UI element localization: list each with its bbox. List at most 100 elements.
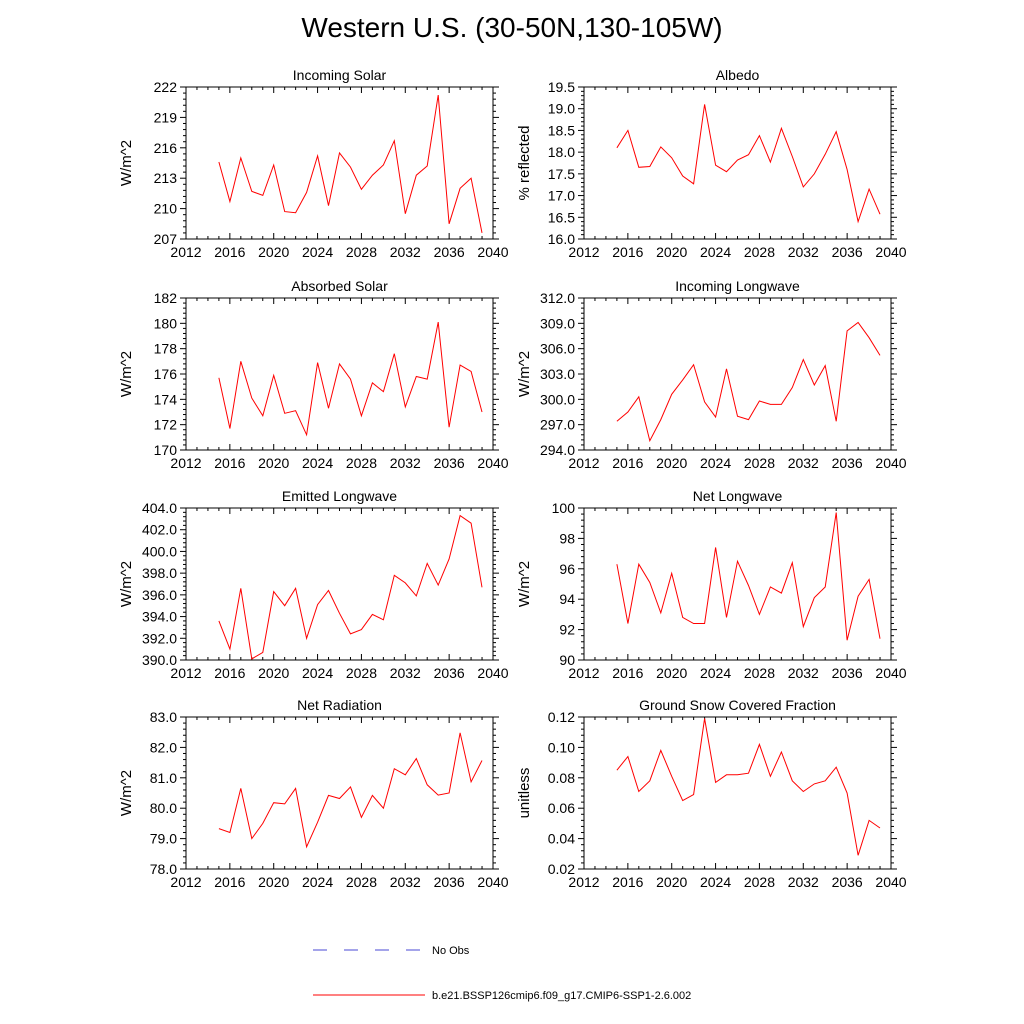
x-tick-label: 2020 [258, 455, 289, 471]
y-tick-label: 300.0 [540, 391, 575, 407]
panel-title: Absorbed Solar [291, 278, 388, 294]
x-tick-label: 2024 [302, 874, 333, 890]
y-tick-label: 392.0 [142, 630, 177, 646]
y-tick-label: 222 [154, 79, 178, 95]
chart-panel-4: Incoming Longwave W/m^2 2012 2016 2020 2024 20… [516, 278, 907, 471]
y-tick-label: 390.0 [142, 652, 177, 668]
y-axis-label: W/m^2 [118, 351, 135, 397]
y-tick-label: 207 [154, 231, 178, 247]
x-tick-label: 2012 [170, 455, 201, 471]
plot-frame [583, 716, 892, 870]
y-tick-label: 309.0 [540, 315, 575, 331]
x-tick-label: 2020 [258, 874, 289, 890]
x-tick-label: 2028 [346, 665, 377, 681]
x-tick-label: 2012 [568, 244, 599, 260]
y-tick-label: 92 [559, 622, 575, 638]
x-tick-label: 2016 [612, 244, 643, 260]
x-tick-label: 2016 [214, 665, 245, 681]
y-axis-label: unitless [516, 768, 533, 819]
plot-frame [185, 297, 494, 451]
y-tick-label: 80.0 [150, 800, 177, 816]
y-tick-label: 81.0 [150, 770, 177, 786]
y-axis-label: W/m^2 [118, 140, 135, 186]
x-tick-label: 2032 [788, 665, 819, 681]
x-tick-label: 2040 [477, 874, 508, 890]
y-tick-label: 182 [154, 290, 178, 306]
x-tick-label: 2020 [656, 455, 687, 471]
y-tick-label: 0.04 [548, 831, 575, 847]
x-tick-label: 2032 [390, 874, 421, 890]
panel-title: Net Radiation [297, 697, 382, 713]
chart-panel-5: Emitted Longwave W/m^2 2012 2016 2020 2024 202… [118, 488, 509, 681]
x-tick-label: 2020 [258, 244, 289, 260]
x-tick-label: 2020 [656, 874, 687, 890]
x-tick-label: 2036 [832, 244, 863, 260]
y-tick-label: 17.0 [548, 188, 575, 204]
y-tick-label: 176 [154, 366, 178, 382]
x-tick-label: 2016 [214, 244, 245, 260]
panel-title: Net Longwave [693, 488, 783, 504]
y-tick-label: 82.0 [150, 739, 177, 755]
series-line [218, 322, 483, 437]
y-tick-label: 394.0 [142, 609, 177, 625]
y-tick-label: 0.12 [548, 709, 575, 725]
x-tick-label: 2040 [477, 244, 508, 260]
x-tick-label: 2028 [346, 455, 377, 471]
x-tick-label: 2036 [434, 874, 465, 890]
y-tick-label: 78.0 [150, 861, 177, 877]
series-line [616, 321, 881, 443]
panel-title: Incoming Longwave [675, 278, 800, 294]
y-axis-label: % reflected [516, 125, 533, 200]
x-tick-label: 2016 [214, 874, 245, 890]
chart-panel-2: Albedo % reflected 2012 2016 2020 2024 2028 203… [516, 67, 907, 260]
y-tick-label: 404.0 [142, 500, 177, 516]
y-tick-label: 18.0 [548, 144, 575, 160]
series-line [218, 732, 483, 849]
chart-panel-8: Ground Snow Covered Fraction unitless 2012… [516, 697, 907, 890]
y-tick-label: 94 [559, 591, 575, 607]
figure-title: Western U.S. (30-50N,130-105W) [301, 12, 723, 43]
y-tick-label: 0.06 [548, 800, 575, 816]
x-tick-label: 2016 [612, 874, 643, 890]
panel-title: Ground Snow Covered Fraction [639, 697, 836, 713]
plot-frame [583, 507, 892, 661]
y-tick-label: 219 [154, 109, 178, 125]
y-tick-label: 303.0 [540, 366, 575, 382]
x-tick-label: 2028 [346, 244, 377, 260]
x-tick-label: 2032 [390, 665, 421, 681]
x-tick-label: 2032 [788, 244, 819, 260]
chart-panel-1: Incoming Solar W/m^2 2012 2016 2020 2024 2028 2… [118, 67, 509, 260]
x-tick-label: 2036 [434, 665, 465, 681]
x-tick-label: 2036 [434, 455, 465, 471]
y-tick-label: 0.10 [548, 739, 575, 755]
y-tick-label: 312.0 [540, 290, 575, 306]
x-tick-label: 2032 [788, 874, 819, 890]
x-tick-label: 2024 [700, 244, 731, 260]
y-tick-label: 0.08 [548, 770, 575, 786]
y-tick-label: 18.5 [548, 122, 575, 138]
y-tick-label: 98 [559, 530, 575, 546]
panel-title: Albedo [716, 67, 760, 83]
x-tick-label: 2032 [390, 244, 421, 260]
y-tick-label: 398.0 [142, 565, 177, 581]
y-tick-label: 16.5 [548, 209, 575, 225]
x-tick-label: 2016 [214, 455, 245, 471]
y-tick-label: 210 [154, 201, 178, 217]
x-tick-label: 2012 [170, 244, 201, 260]
chart-panel-7: Net Radiation W/m^2 2012 2016 2020 2024 2028 20… [118, 697, 509, 890]
y-tick-label: 17.5 [548, 166, 575, 182]
x-tick-label: 2020 [258, 665, 289, 681]
y-tick-label: 19.0 [548, 101, 575, 117]
series-line [218, 514, 483, 660]
x-tick-label: 2032 [788, 455, 819, 471]
panel-title: Incoming Solar [293, 67, 387, 83]
x-tick-label: 2012 [170, 874, 201, 890]
legend: No Obs b.e21.BSSP126cmip6.f09_g17.CMIP6-S… [313, 945, 691, 1002]
y-tick-label: 180 [154, 315, 178, 331]
legend-label-2: b.e21.BSSP126cmip6.f09_g17.CMIP6-SSP1-2.… [432, 990, 691, 1002]
series-line [616, 512, 881, 641]
legend-label-1: No Obs [432, 945, 470, 957]
series-line [616, 104, 881, 224]
